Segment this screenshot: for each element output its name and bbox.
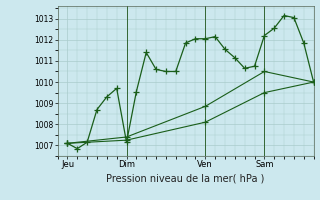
X-axis label: Pression niveau de la mer( hPa ): Pression niveau de la mer( hPa ) bbox=[107, 173, 265, 183]
